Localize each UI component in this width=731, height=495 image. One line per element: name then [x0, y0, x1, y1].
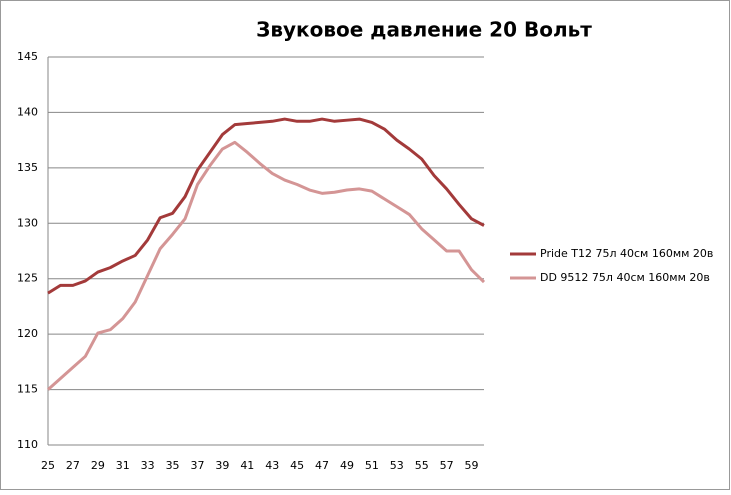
- legend-label: Pride T12 75л 40см 160мм 20в: [540, 247, 713, 260]
- series-line: [47, 117, 485, 295]
- y-tick-label: 145: [17, 50, 38, 63]
- x-tick-label: 41: [240, 459, 254, 472]
- y-tick-label: 135: [17, 161, 38, 174]
- x-tick-label: 29: [91, 459, 105, 472]
- y-tick-label: 125: [17, 272, 38, 285]
- series-line: [47, 140, 486, 391]
- x-tick-label: 39: [215, 459, 229, 472]
- x-tick-label: 45: [290, 459, 304, 472]
- y-tick-label: 140: [17, 105, 38, 118]
- x-tick-label: 43: [265, 459, 279, 472]
- y-tick-label: 130: [17, 216, 38, 229]
- x-tick-label: 31: [116, 459, 130, 472]
- x-tick-label: 57: [440, 459, 454, 472]
- x-tick-label: 35: [166, 459, 180, 472]
- y-tick-label: 115: [17, 383, 38, 396]
- x-tick-label: 55: [415, 459, 429, 472]
- x-tick-label: 25: [41, 459, 55, 472]
- x-tick-label: 53: [390, 459, 404, 472]
- x-tick-label: 59: [465, 459, 479, 472]
- x-tick-label: 47: [315, 459, 329, 472]
- x-tick-label: 37: [190, 459, 204, 472]
- x-tick-label: 49: [340, 459, 354, 472]
- y-tick-label: 120: [17, 327, 38, 340]
- legend-label: DD 9512 75л 40см 160мм 20в: [540, 271, 710, 284]
- x-tick-label: 33: [141, 459, 155, 472]
- y-tick-label: 110: [17, 438, 38, 451]
- chart-title: Звуковое давление 20 Вольт: [256, 18, 592, 42]
- x-tick-label: 27: [66, 459, 80, 472]
- x-tick-label: 51: [365, 459, 379, 472]
